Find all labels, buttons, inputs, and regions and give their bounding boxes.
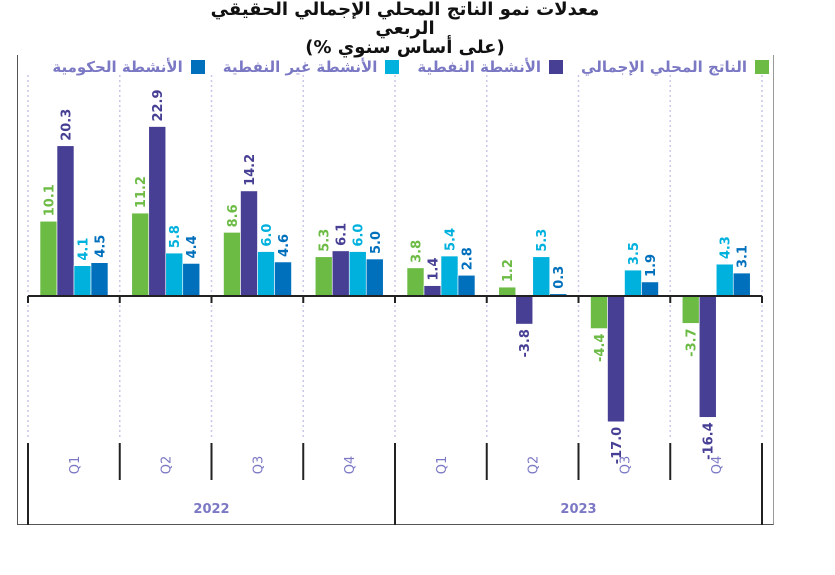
data-label: 5.4 (444, 228, 459, 251)
bar (365, 258, 384, 297)
bar (698, 295, 717, 418)
bar (423, 285, 442, 297)
bar (348, 251, 367, 297)
data-label: 6.0 (352, 224, 367, 247)
data-label: 8.6 (226, 204, 241, 227)
data-label: 1.2 (501, 259, 516, 282)
data-label: -4.4 (593, 334, 608, 362)
data-label: 1.4 (427, 258, 442, 281)
chart-legend: الناتج المحلي الإجمالي الأنشطة النفطية ا… (52, 58, 769, 76)
data-label: 4.6 (277, 234, 292, 257)
bar (532, 256, 551, 297)
data-label: 11.2 (134, 176, 149, 208)
bar (223, 232, 241, 297)
bar (165, 252, 184, 297)
bar (715, 263, 734, 297)
data-label: 3.5 (627, 242, 642, 265)
data-label: -3.8 (518, 329, 533, 357)
bar (624, 269, 642, 297)
bar (39, 220, 58, 297)
bar (406, 267, 425, 297)
category-label: Q3 (618, 456, 633, 475)
data-label: 3.1 (736, 245, 751, 268)
data-label: 10.1 (43, 184, 58, 216)
category-label: Q1 (435, 456, 450, 475)
data-label: 4.5 (94, 235, 109, 258)
chart-title: معدلات نمو الناتج المحلي الإجمالي الحقيق… (200, 0, 610, 57)
legend-swatch-gdp (755, 60, 769, 74)
bar (90, 262, 109, 297)
group-label: 2023 (560, 502, 596, 517)
category-label: Q2 (160, 456, 175, 475)
data-label: -16.4 (702, 422, 717, 459)
bar (515, 295, 534, 325)
data-label: 1.9 (644, 254, 659, 277)
bar (148, 126, 167, 297)
bar (681, 295, 700, 324)
bar (641, 281, 659, 297)
legend-item-oil: الأنشطة النفطية (417, 58, 564, 76)
data-label: 22.9 (151, 89, 166, 121)
legend-swatch-oil (549, 60, 564, 74)
category-label: Q4 (710, 456, 725, 475)
category-label: Q2 (527, 456, 542, 475)
category-label: Q3 (251, 456, 266, 475)
bar (56, 145, 75, 297)
data-label: 6.0 (260, 224, 275, 247)
data-label: 4.3 (719, 236, 734, 259)
data-label: 5.3 (318, 229, 333, 252)
bar (274, 261, 292, 297)
category-label: Q4 (343, 456, 358, 475)
legend-label-oil: الأنشطة النفطية (417, 58, 542, 76)
bar (732, 272, 751, 297)
bar (498, 286, 517, 297)
bar (590, 295, 608, 329)
data-label: 4.1 (77, 238, 92, 261)
legend-item-gdp: الناتج المحلي الإجمالي (581, 58, 769, 76)
legend-label-nonoil: الأنشطة غير النفطية (222, 58, 378, 76)
chart-title-line1: معدلات نمو الناتج المحلي الإجمالي الحقيق… (210, 0, 600, 39)
data-label: -17.0 (610, 427, 625, 464)
data-label: 5.3 (535, 229, 550, 252)
data-label: -3.7 (685, 328, 700, 356)
bar (457, 274, 476, 297)
bar (440, 255, 459, 297)
data-label: 14.2 (243, 154, 258, 186)
category-label: Q1 (68, 456, 83, 475)
legend-label-government: الأنشطة الحكومية (52, 58, 183, 76)
bar (182, 263, 201, 297)
data-label: 5.0 (369, 231, 384, 254)
bar (314, 256, 333, 297)
bar (73, 265, 92, 297)
bar (607, 295, 625, 423)
data-label: 20.3 (60, 109, 75, 141)
data-label: 6.1 (335, 223, 350, 246)
bar (331, 250, 350, 297)
chart-title-line2: (على أساس سنوي %) (305, 37, 505, 58)
data-label: 0.3 (552, 266, 567, 289)
legend-swatch-government (190, 60, 205, 74)
legend-item-nonoil: الأنشطة غير النفطية (223, 58, 400, 76)
data-label: 3.8 (410, 240, 425, 263)
bar (240, 190, 258, 297)
data-label: 5.8 (168, 225, 183, 248)
bar (131, 212, 150, 297)
legend-label-gdp: الناتج المحلي الإجمالي (581, 58, 747, 76)
data-label: 4.4 (185, 235, 200, 258)
bar (257, 251, 275, 297)
legend-item-government: الأنشطة الحكومية (52, 58, 205, 76)
data-label: 2.8 (461, 247, 476, 270)
legend-swatch-nonoil (385, 60, 400, 74)
group-label: 2022 (193, 502, 229, 517)
